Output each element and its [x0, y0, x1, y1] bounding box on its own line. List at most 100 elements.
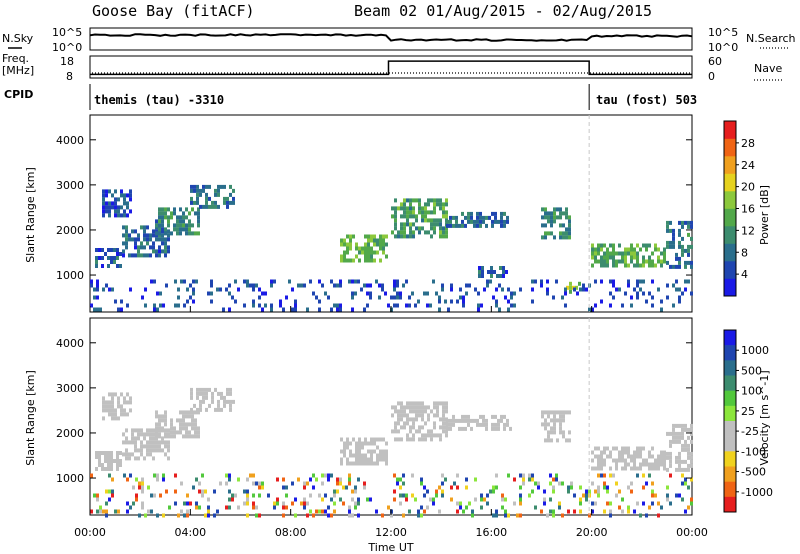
- data-cell: [591, 255, 594, 260]
- data-cell: [114, 392, 117, 397]
- data-cell: [155, 223, 158, 228]
- data-cell: [152, 249, 155, 254]
- data-cell: [382, 449, 385, 454]
- data-cell: [642, 243, 645, 248]
- data-cell: [603, 485, 606, 490]
- data-cell: [137, 456, 140, 461]
- data-cell: [565, 227, 568, 232]
- data-cell: [264, 291, 267, 296]
- data-cell: [376, 461, 379, 466]
- data-cell: [657, 259, 660, 264]
- data-cell: [552, 295, 555, 300]
- data-cell: [117, 509, 120, 514]
- data-cell: [687, 232, 690, 237]
- data-cell: [90, 509, 93, 514]
- data-cell: [621, 466, 624, 471]
- data-cell: [223, 399, 226, 404]
- data-cell: [252, 493, 255, 498]
- data-cell: [648, 466, 651, 471]
- data-cell: [211, 204, 214, 209]
- data-cell: [95, 467, 98, 471]
- data-cell: [558, 481, 561, 486]
- data-cell: [591, 501, 594, 506]
- data-cell: [343, 242, 346, 247]
- data-cell: [199, 192, 202, 197]
- power-colorbar-tick-label: 20: [741, 181, 755, 194]
- data-cell: [400, 401, 403, 406]
- data-cell: [687, 252, 690, 257]
- data-cell: [194, 231, 197, 236]
- data-cell: [433, 198, 436, 203]
- data-cell: [531, 279, 534, 284]
- data-cell: [394, 210, 397, 215]
- data-cell: [409, 405, 412, 410]
- data-cell: [273, 505, 276, 510]
- data-cell: [346, 441, 349, 446]
- data-cell: [600, 279, 603, 284]
- data-cell: [498, 307, 501, 312]
- data-cell: [442, 425, 445, 430]
- data-cell: [429, 497, 432, 502]
- data-cell: [503, 219, 506, 224]
- data-cell: [412, 425, 415, 430]
- data-cell: [185, 410, 188, 415]
- data-cell: [396, 283, 399, 288]
- data-cell: [675, 279, 678, 284]
- data-cell: [234, 279, 237, 284]
- data-cell: [98, 256, 101, 260]
- data-cell: [470, 215, 473, 220]
- data-cell: [229, 403, 232, 408]
- data-cell: [672, 264, 675, 269]
- data-cell: [449, 418, 452, 423]
- data-cell: [104, 451, 107, 455]
- data-cell: [485, 215, 488, 220]
- data-cell: [294, 307, 297, 312]
- data-cell: [364, 242, 367, 247]
- data-cell: [687, 260, 690, 265]
- data-cell: [367, 441, 370, 446]
- data-cell: [282, 485, 285, 490]
- data-cell: [537, 481, 540, 486]
- data-cell: [672, 283, 675, 288]
- data-cell: [343, 258, 346, 263]
- data-cell: [192, 279, 195, 284]
- data-cell: [141, 295, 144, 300]
- data-cell: [630, 255, 633, 260]
- data-cell: [654, 462, 657, 467]
- data-cell: [155, 414, 158, 419]
- data-cell: [217, 391, 220, 396]
- data-cell: [167, 456, 170, 461]
- data-cell: [578, 281, 581, 286]
- data-cell: [141, 501, 144, 506]
- data-cell: [642, 458, 645, 463]
- data-cell: [435, 291, 438, 296]
- data-cell: [152, 432, 155, 437]
- data-cell: [188, 434, 191, 439]
- data-cell: [370, 238, 373, 243]
- data-cell: [519, 497, 522, 502]
- data-cell: [376, 242, 379, 247]
- velocity-colorbar-swatch: [724, 375, 736, 391]
- data-cell: [158, 237, 161, 242]
- data-cell: [146, 253, 149, 258]
- data-cell: [391, 230, 394, 235]
- data-cell: [609, 450, 612, 455]
- data-cell: [405, 303, 408, 308]
- data-cell: [211, 395, 214, 400]
- power-colorbar-tick-label: 16: [741, 203, 755, 216]
- data-cell: [116, 248, 119, 252]
- data-cell: [243, 489, 246, 494]
- data-cell: [196, 184, 199, 189]
- data-cell: [303, 485, 306, 490]
- data-cell: [491, 223, 494, 228]
- data-cell: [153, 307, 156, 312]
- data-cell: [321, 473, 324, 478]
- data-cell: [101, 264, 104, 268]
- data-cell: [155, 444, 158, 449]
- data-cell: [427, 202, 430, 207]
- data-cell: [438, 485, 441, 490]
- time-tick-label: 12:00: [375, 526, 407, 539]
- data-cell: [639, 446, 642, 451]
- data-cell: [120, 193, 123, 198]
- data-cell: [179, 223, 182, 228]
